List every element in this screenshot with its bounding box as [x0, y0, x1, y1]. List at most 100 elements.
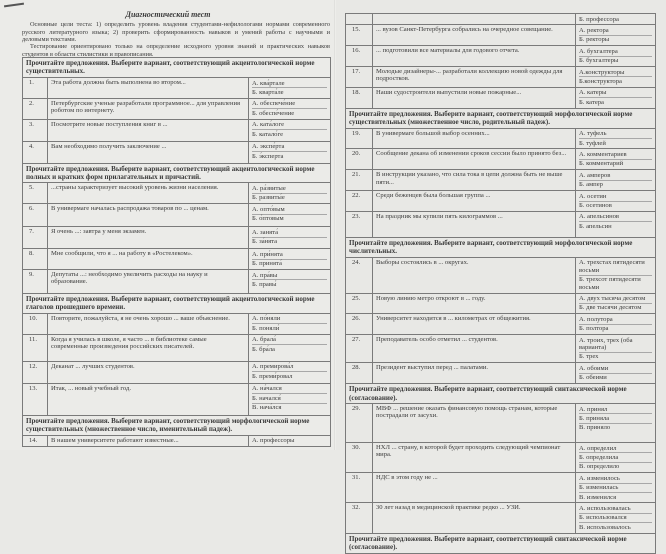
answer-options: А. бухгалтера Б. бухгалтеры [575, 45, 656, 68]
answer-option[interactable]: Б. приняла [579, 414, 652, 424]
answer-options: А. троих, трех (оба варианта) Б. трех [575, 334, 656, 364]
answer-options: А. изменилось Б. изменилась В. изменился [575, 472, 656, 504]
answer-option[interactable]: А.конструкторы [579, 68, 652, 78]
section-instruction: Прочитайте предложения. Выберите вариант… [21, 414, 332, 436]
answer-option[interactable]: А. экспе́рта [252, 143, 328, 153]
answer-option[interactable]: А. пра́вы [252, 271, 328, 281]
question-number: 29. [345, 403, 373, 443]
answer-option[interactable]: Б. принята́ [252, 260, 282, 268]
test-table-left: Прочитайте предложения. Выберите вариант… [21, 57, 332, 448]
answer-option[interactable]: А. бухгалтера [579, 47, 652, 57]
answer-option[interactable]: А. ква́ртале [252, 79, 328, 89]
question-row: 6. В универмаге началась распродажа товар… [22, 203, 332, 228]
question-text: Среди беженцев была большая группа ... [372, 190, 576, 212]
answer-option[interactable]: Б. определила [579, 453, 652, 463]
question-text: Наши судостроители выпустили новые пожар… [372, 86, 576, 109]
answer-option[interactable]: А. по́няли [252, 315, 328, 325]
answer-option[interactable]: А. амперов [579, 171, 652, 181]
question-text: Когда я училась в школе, я часто ... в б… [47, 333, 249, 362]
answer-option[interactable]: А. профессоры [252, 437, 295, 445]
answer-option[interactable]: А. апельсинов [579, 213, 652, 223]
answer-option[interactable]: В. изменился [579, 493, 617, 501]
answer-option[interactable]: В. приняло [579, 424, 611, 432]
answer-option[interactable]: А. туфель [579, 130, 652, 140]
answer-option[interactable]: А. принял [579, 405, 652, 415]
answer-option[interactable]: А. полутора [579, 315, 652, 325]
answer-option[interactable]: Б. катало́ге [252, 130, 284, 138]
answer-option[interactable]: Б. комментарий [579, 160, 624, 168]
answer-option[interactable]: Б. две тысячи десятом [579, 304, 642, 312]
answer-option[interactable]: Б. бра́ла [252, 345, 275, 353]
question-row: 1. Эта работа должна быть выполнена во вт… [22, 77, 332, 99]
section-instruction-row: Прочитайте предложения. Выберите вариант… [21, 57, 332, 78]
question-number: 21. [345, 169, 373, 192]
answer-option[interactable]: А. осетин [579, 192, 652, 202]
answer-option[interactable]: Б. обеими [579, 374, 607, 382]
question-number: 14. [22, 434, 48, 448]
answer-option[interactable]: Б. э́ксперта [252, 152, 284, 160]
answer-option[interactable]: А. комментариев [579, 150, 652, 160]
question-number: 26. [345, 313, 373, 336]
answer-option[interactable]: А. определил [579, 444, 652, 454]
answer-options: А. ректора Б. ректоры [575, 24, 656, 47]
answer-option[interactable]: Б. кварта́ле [252, 88, 284, 96]
answer-option[interactable]: Б. туфлей [579, 139, 606, 147]
question-text: ... вузов Санкт-Петербурга собрались на … [372, 24, 576, 47]
answer-option[interactable]: А. ректора [579, 26, 652, 36]
answer-option[interactable]: Б. поняли́ [252, 324, 280, 332]
answer-option[interactable]: А. при́нята [252, 250, 328, 260]
answer-option[interactable]: А. обеспече́ние [252, 100, 328, 110]
question-row: 27. Преподаватель особо отметил ... студе… [345, 334, 656, 364]
answer-option[interactable]: Б. о́птовым [252, 215, 284, 223]
answer-option[interactable]: А. занята́ [252, 228, 328, 238]
answer-option[interactable]: В. определило [579, 463, 620, 471]
answer-option[interactable]: А. изменилось [579, 474, 652, 484]
question-row: 31. НДС в этом году не ... А. изменилось Б.… [345, 472, 656, 504]
answer-option[interactable]: Б. профессора [579, 15, 619, 23]
answer-option[interactable]: А. обоими [579, 364, 652, 374]
answer-options: А. апельсинов Б. апельсин [575, 210, 656, 238]
answer-option[interactable]: Б. обеспе́чение [252, 109, 295, 117]
answer-option[interactable]: Б. использовался [579, 514, 652, 524]
answer-option[interactable]: В. использовалось [579, 523, 631, 531]
answer-option[interactable]: А. трехстах пятидесяти восьми [579, 259, 652, 276]
answer-options: А. принял Б. приняла В. приняло [575, 403, 656, 443]
question-text: На праздник мы купили пять килограммов .… [372, 210, 576, 238]
answer-option[interactable]: Б. осетинов [579, 202, 612, 209]
question-text: Вам необходимо получить заключение ... [47, 140, 249, 164]
question-row: 8. Мне сообщили, что я ... на работу в «Р… [22, 248, 332, 271]
answer-option[interactable]: А. катеры [579, 89, 652, 99]
answer-option[interactable]: А. двух тысяча десятом [579, 295, 652, 304]
answer-option[interactable]: Б. бухгалтеры [579, 57, 619, 65]
answer-option[interactable]: Б. ректоры [579, 36, 610, 44]
answer-option[interactable]: А. на́чался [252, 385, 328, 395]
answer-option[interactable]: А. ра́звитые [252, 184, 328, 194]
answer-option[interactable]: А. премирова́л [252, 363, 328, 373]
answer-option[interactable]: А. троих, трех (оба варианта) [579, 336, 652, 353]
answer-option[interactable]: В. нача́лся [252, 404, 282, 411]
answer-option[interactable]: Б. полтора [579, 325, 609, 333]
answer-option[interactable]: Б. апельсин [579, 222, 612, 230]
answer-option[interactable]: Б. трехсот пятидесяти восьми [579, 276, 641, 291]
answer-option[interactable]: Б. развиты́е [252, 194, 285, 202]
answer-option[interactable]: Б. за́нята [252, 238, 278, 246]
answer-option[interactable]: Б. ампер [579, 181, 603, 189]
answer-option[interactable]: Б. трех [579, 353, 599, 361]
answer-option[interactable]: Б. преми́ровал [252, 372, 293, 380]
question-number: 7. [22, 226, 48, 250]
answer-option[interactable]: Б. изменилась [579, 484, 652, 494]
answer-option[interactable]: Б. начался́ [252, 394, 328, 404]
answer-option[interactable]: А. использовалась [579, 504, 652, 514]
answer-option[interactable]: А. брала́ [252, 336, 328, 346]
section-instruction-row: Прочитайте предложения. Выберите вариант… [21, 414, 332, 436]
answer-option[interactable]: Б. катера [579, 98, 604, 106]
answer-option[interactable]: Б.конструктора [579, 77, 622, 85]
answer-options: А. на́чался Б. начался́ В. нача́лся [247, 382, 332, 416]
question-text: В инструкции указано, что сила тока в це… [372, 169, 576, 192]
answer-option[interactable]: А. опто́вым [252, 205, 328, 215]
answer-option[interactable]: А. ката́логе [252, 121, 328, 131]
answer-options: А. катеры Б. катера [575, 86, 656, 109]
answer-option[interactable]: Б. правы́ [252, 280, 277, 288]
answer-options: А. ра́звитые Б. развиты́е [247, 182, 332, 205]
question-text: 30 лет назад в медицинской практике редк… [372, 502, 576, 534]
